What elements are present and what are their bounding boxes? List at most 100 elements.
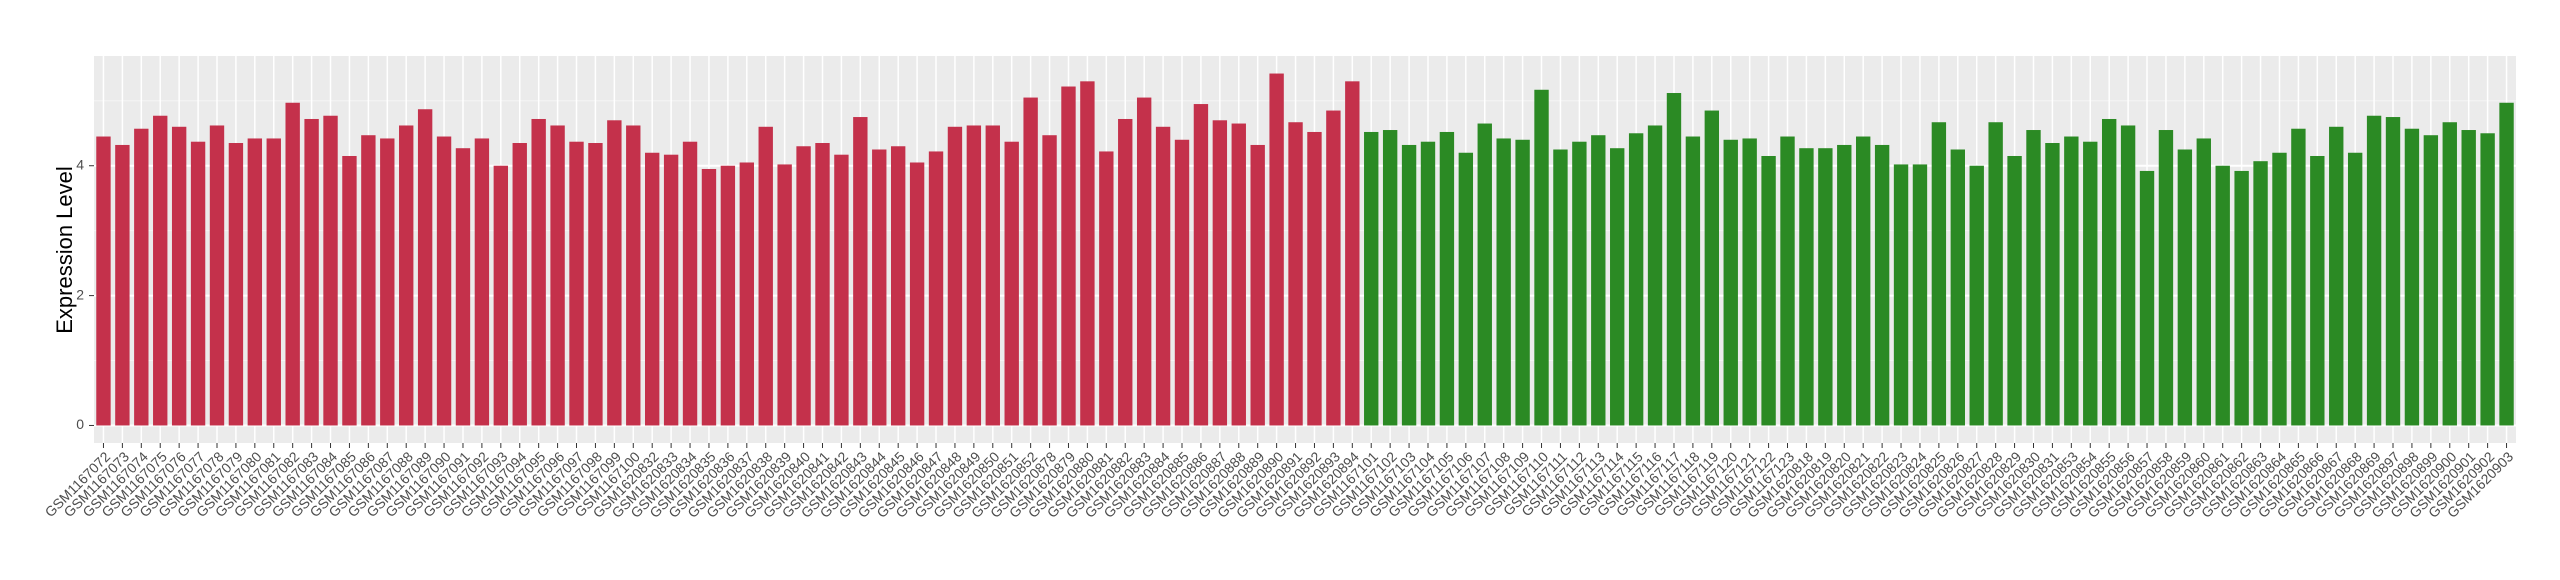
y-tick-label: 4 [76,156,84,172]
bar [2101,118,2117,426]
bar [2385,117,2401,426]
bar [171,126,187,426]
bar [512,143,527,426]
bar [1723,139,1738,426]
bar [2139,170,2155,426]
bar [1231,123,1246,426]
bar [1061,86,1076,426]
bar [1780,136,1795,426]
bar [531,118,546,426]
bar [569,141,584,426]
bar [134,128,149,426]
bar [1042,135,1057,426]
bar [228,143,244,426]
bar [2158,130,2174,426]
bar [796,146,811,426]
bar [474,138,490,426]
bar [966,125,982,426]
bar [323,115,338,426]
bar [2196,138,2211,426]
y-tick-label: 2 [76,286,84,302]
bar [1647,125,1663,426]
bar [342,155,357,426]
bar [1458,152,1474,426]
bar [2347,152,2363,426]
bar [1496,138,1511,426]
bar [209,125,225,426]
bar [455,148,471,426]
bar [2499,102,2514,426]
bar [1004,141,1019,426]
bar [493,165,509,426]
bar [1591,135,1606,426]
bar [2404,128,2420,426]
bar [607,120,622,426]
bar [663,154,679,426]
bar [2442,122,2457,426]
bar [1950,149,1965,426]
bar [1382,130,1398,426]
bar [361,135,376,426]
bar [1912,164,1928,426]
bar [1023,97,1038,426]
bar [947,126,963,426]
bar [834,154,849,426]
bar [1761,155,1776,426]
bar [872,149,887,426]
bar [720,165,736,426]
bar [815,143,830,426]
bar [1742,138,1757,426]
bar [777,164,792,426]
bar [853,117,868,426]
bar [417,109,433,426]
bar [2234,170,2249,426]
bar [2064,136,2079,426]
bar [285,102,300,426]
bar [1666,93,1682,426]
bar [2026,130,2041,426]
bar [1931,122,1947,426]
bar [1477,123,1492,426]
bar [1420,141,1436,426]
bar [1439,131,1455,426]
bar [2366,115,2382,426]
bar [1572,141,1587,426]
bar [380,138,395,426]
bar [1837,144,1852,426]
bar [1988,122,2003,426]
bar [1269,73,1284,426]
bar [1193,104,1209,426]
bar [115,144,130,426]
bar [682,141,698,426]
bar [928,151,944,426]
bar [190,141,206,426]
bar [1553,149,1568,426]
bar [1099,151,1114,426]
bar [1799,148,1814,426]
bar [1610,148,1625,426]
bar [985,125,1000,426]
bar [96,136,111,426]
bar [2310,155,2325,426]
bar [2215,165,2230,426]
bar [550,125,565,426]
bar [2007,155,2022,426]
bar [2291,128,2306,426]
bar [1401,144,1417,426]
bar [1345,81,1360,426]
bar [1288,122,1303,426]
bar [2177,149,2193,426]
bar [1326,110,1341,426]
bar [626,125,641,426]
bar [1307,131,1322,426]
bar [304,118,319,426]
bar [2253,161,2268,426]
bar [1969,165,1984,426]
bar [1685,136,1701,426]
bar [645,152,660,426]
bar [1874,144,1890,426]
bar [1250,144,1265,426]
bar [2461,130,2476,426]
